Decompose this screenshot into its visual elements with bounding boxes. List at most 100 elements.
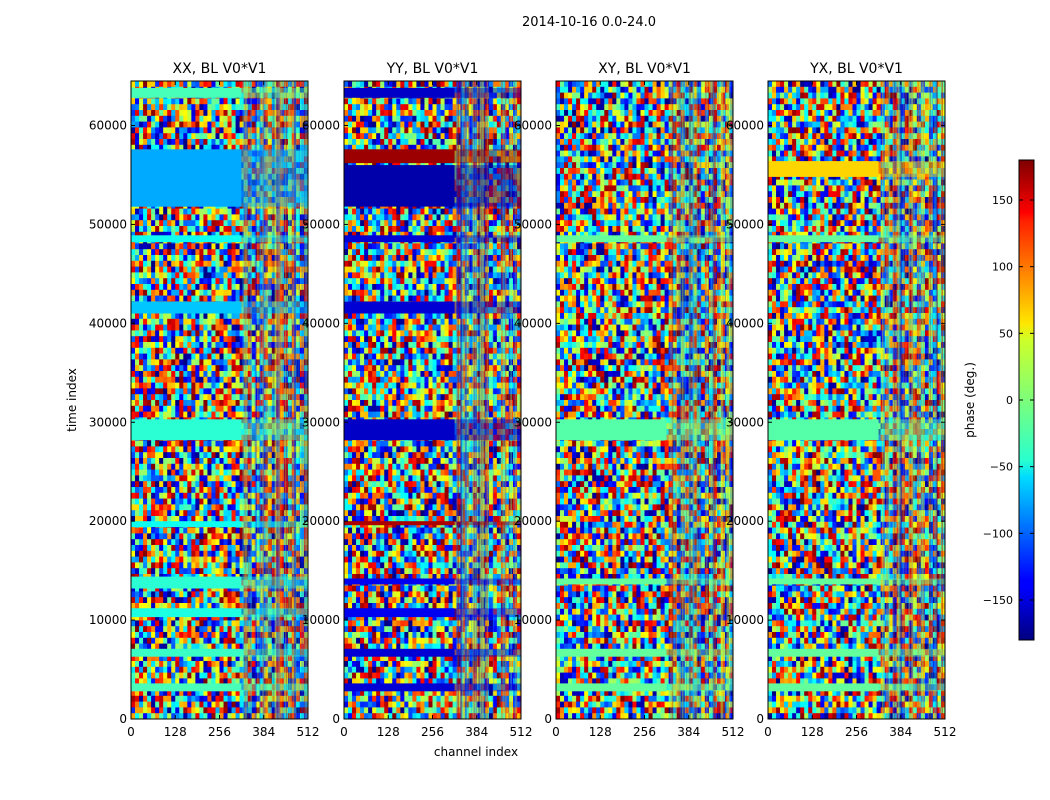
phase-band [768,161,879,177]
colorbar-tick-label: −100 [983,527,1013,540]
x-tick-label: 512 [722,725,745,739]
phase-band [768,235,879,243]
phase-band [131,683,242,692]
y-tick-label: 50000 [726,217,764,231]
y-tick-label: 10000 [302,613,340,627]
y-tick-label: 60000 [726,119,764,133]
phase-band [131,608,242,618]
panel-2: YY, BL V0*V1 0 128 256 384 512 0 10000 20000 3000… [302,61,533,739]
phase-band [131,149,242,207]
y-tick-label: 40000 [302,316,340,330]
phase-band [556,578,667,585]
phase-heatmap [131,81,308,719]
x-axis-label: channel index [434,745,518,759]
phase-band [131,419,242,441]
x-tick-label: 512 [934,725,957,739]
phase-band [131,235,242,243]
y-tick-label: 10000 [89,613,127,627]
phase-band [131,648,242,657]
phase-band [344,521,455,526]
phase-heatmap [768,81,945,719]
colorbar-label: phase (deg.) [963,362,977,438]
x-tick-label: 128 [589,725,612,739]
x-tick-label: 0 [764,725,772,739]
y-tick-label: 20000 [514,514,552,528]
phase-band [131,576,242,589]
y-tick-label: 20000 [89,514,127,528]
phase-band [344,648,455,657]
phase-band [344,165,455,207]
y-tick-label: 0 [119,712,127,726]
panel-title: YY, BL V0*V1 [386,61,479,77]
colorbar-tick-label: 150 [992,194,1013,207]
phase-band [131,301,242,314]
phase-band [344,149,455,164]
y-tick-label: 20000 [726,514,764,528]
y-tick-label: 10000 [514,613,552,627]
colorbar-tick-label: 0 [1006,394,1013,407]
colorbar-tick-label: 50 [999,327,1013,340]
y-tick-label: 20000 [302,514,340,528]
x-tick-label: 512 [297,725,320,739]
y-tick-label: 30000 [514,415,552,429]
phase-band [344,683,455,692]
y-tick-label: 50000 [89,217,127,231]
y-tick-label: 30000 [726,415,764,429]
x-tick-label: 256 [633,725,656,739]
panel-title: YX, BL V0*V1 [809,61,903,77]
y-tick-label: 40000 [514,316,552,330]
phase-band [344,608,455,618]
phase-band [131,87,242,98]
x-tick-label: 384 [252,725,275,739]
colorbar-tick-label: 100 [992,261,1013,274]
y-tick-label: 60000 [302,119,340,133]
phase-band [344,87,455,98]
phase-band [556,648,667,657]
y-tick-label: 0 [756,712,764,726]
x-tick-label: 256 [208,725,231,739]
x-tick-label: 128 [164,725,187,739]
phase-band [768,578,879,585]
panel-3: XY, BL V0*V1 0 128 256 384 512 0 10000 20000 3000… [514,61,745,739]
x-tick-label: 128 [377,725,400,739]
x-tick-label: 0 [127,725,135,739]
phase-band [556,235,667,243]
y-tick-label: 60000 [89,119,127,133]
panel-title: XY, BL V0*V1 [598,61,691,77]
colorbar-tick-label: −50 [990,461,1013,474]
y-tick-label: 50000 [302,217,340,231]
y-axis-label: time index [65,368,79,432]
phase-band [768,648,879,657]
y-tick-label: 0 [544,712,552,726]
phase-band [556,683,667,692]
y-tick-label: 30000 [89,415,127,429]
colorbar-tick-label: −150 [983,594,1013,607]
y-tick-label: 30000 [302,415,340,429]
phase-heatmap [556,81,733,719]
phase-band [556,419,667,441]
y-tick-label: 60000 [514,119,552,133]
y-tick-label: 40000 [726,316,764,330]
y-tick-label: 40000 [89,316,127,330]
phase-band [344,578,455,585]
x-tick-label: 512 [510,725,533,739]
y-tick-label: 10000 [726,613,764,627]
y-tick-label: 0 [332,712,340,726]
x-tick-label: 0 [552,725,560,739]
colorbar: −150 −100 −50 0 50 100 150 phase (deg.) [963,159,1035,641]
phase-band [768,683,879,692]
phase-band [344,301,455,314]
x-tick-label: 384 [889,725,912,739]
x-tick-label: 384 [465,725,488,739]
phase-band [344,419,455,441]
x-tick-label: 384 [677,725,700,739]
panel-4: YX, BL V0*V1 0 128 256 384 512 0 10000 20000 3000… [726,61,957,739]
phase-band [131,521,242,528]
x-tick-label: 128 [801,725,824,739]
x-tick-label: 256 [421,725,444,739]
phase-heatmap [344,81,521,719]
x-tick-label: 256 [845,725,868,739]
phase-band [344,235,455,243]
x-tick-label: 0 [340,725,348,739]
